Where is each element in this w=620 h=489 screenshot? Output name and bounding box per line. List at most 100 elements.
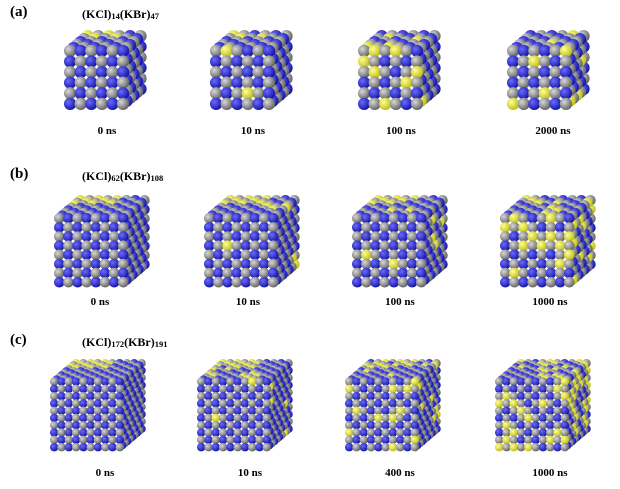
potassium-atom: [538, 97, 552, 111]
potassium-atom: [63, 276, 74, 288]
potassium-atom: [524, 377, 533, 386]
potassium-atom: [49, 406, 59, 416]
bromide-atom: [549, 97, 562, 111]
potassium-atom: [518, 231, 529, 242]
potassium-atom: [115, 413, 125, 423]
bromide-atom: [527, 267, 538, 279]
bromide-atom: [527, 249, 538, 261]
bromide-atom: [262, 87, 276, 100]
bromide-atom: [209, 76, 223, 89]
potassium-atom: [416, 222, 427, 233]
potassium-atom: [506, 87, 520, 100]
potassium-atom: [218, 442, 228, 452]
potassium-atom: [546, 413, 555, 423]
potassium-atom: [231, 240, 242, 251]
potassium-atom: [359, 406, 369, 416]
potassium-atom: [262, 76, 276, 89]
potassium-atom: [554, 267, 566, 279]
potassium-atom: [86, 384, 95, 394]
formula-subscript: 108: [150, 173, 164, 183]
bromide-atom: [517, 87, 530, 100]
bromide-atom: [410, 391, 420, 401]
bromide-atom: [196, 413, 206, 423]
chloride-atom: [368, 44, 381, 58]
potassium-atom: [249, 276, 261, 288]
cluster-b-0ns: [54, 195, 150, 288]
bromide-atom: [211, 428, 221, 437]
potassium-atom: [500, 249, 511, 261]
bromide-atom: [85, 76, 98, 89]
bromide-atom: [74, 87, 87, 100]
potassium-atom: [516, 428, 526, 437]
bromide-atom: [240, 442, 250, 452]
bromide-atom: [366, 435, 376, 445]
potassium-atom: [233, 428, 242, 437]
potassium-atom: [352, 249, 363, 261]
bromide-atom: [366, 406, 376, 416]
potassium-atom: [410, 55, 424, 68]
bromide-atom: [99, 249, 111, 261]
potassium-atom: [374, 421, 383, 430]
potassium-atom: [116, 97, 130, 111]
potassium-atom: [233, 413, 242, 423]
potassium-atom: [396, 399, 405, 408]
potassium-atom: [494, 435, 504, 445]
potassium-atom: [370, 249, 381, 261]
bromide-atom: [538, 442, 548, 452]
potassium-atom: [560, 428, 570, 437]
bromide-atom: [352, 240, 363, 251]
bromide-atom: [57, 406, 66, 416]
potassium-atom: [366, 413, 376, 423]
potassium-atom: [410, 413, 420, 423]
chloride-atom: [248, 377, 257, 386]
potassium-atom: [101, 428, 110, 437]
potassium-atom: [222, 212, 233, 224]
bromide-atom: [86, 435, 95, 445]
chloride-atom: [509, 267, 520, 279]
potassium-atom: [74, 55, 87, 68]
potassium-atom: [388, 249, 400, 261]
bromide-atom: [370, 222, 381, 233]
bromide-atom: [204, 406, 213, 416]
potassium-atom: [379, 65, 392, 79]
potassium-atom: [559, 76, 573, 89]
chloride-atom: [538, 87, 552, 100]
potassium-atom: [352, 413, 361, 423]
time-label: 400 ns: [385, 467, 415, 479]
chloride-atom: [564, 249, 575, 261]
potassium-atom: [262, 384, 272, 394]
panel-c-formula: (KCl)172(KBr)191: [82, 335, 167, 350]
potassium-atom: [211, 421, 221, 430]
chloride-atom: [410, 65, 424, 79]
potassium-atom: [366, 428, 376, 437]
time-label: 0 ns: [90, 296, 110, 308]
bromide-atom: [494, 428, 504, 437]
bromide-atom: [255, 442, 264, 452]
bromide-atom: [379, 76, 392, 89]
potassium-atom: [564, 240, 575, 251]
potassium-atom: [85, 87, 98, 100]
bromide-atom: [226, 442, 235, 452]
bromide-atom: [361, 231, 372, 242]
bromide-atom: [524, 428, 533, 437]
potassium-atom: [49, 391, 59, 401]
potassium-atom: [370, 231, 381, 242]
potassium-atom: [344, 421, 354, 430]
bromide-atom: [545, 249, 557, 261]
potassium-atom: [554, 231, 566, 242]
bromide-atom: [531, 435, 540, 445]
potassium-atom: [86, 399, 95, 408]
potassium-atom: [118, 276, 129, 288]
potassium-atom: [527, 222, 538, 233]
potassium-atom: [352, 384, 361, 394]
potassium-atom: [71, 384, 81, 394]
potassium-atom: [95, 97, 109, 111]
bromide-atom: [72, 276, 83, 288]
potassium-atom: [379, 276, 390, 288]
potassium-atom: [344, 377, 354, 386]
potassium-atom: [410, 399, 420, 408]
potassium-atom: [248, 442, 257, 452]
potassium-atom: [518, 267, 529, 279]
bromide-atom: [93, 399, 103, 408]
bromide-atom: [108, 399, 117, 408]
